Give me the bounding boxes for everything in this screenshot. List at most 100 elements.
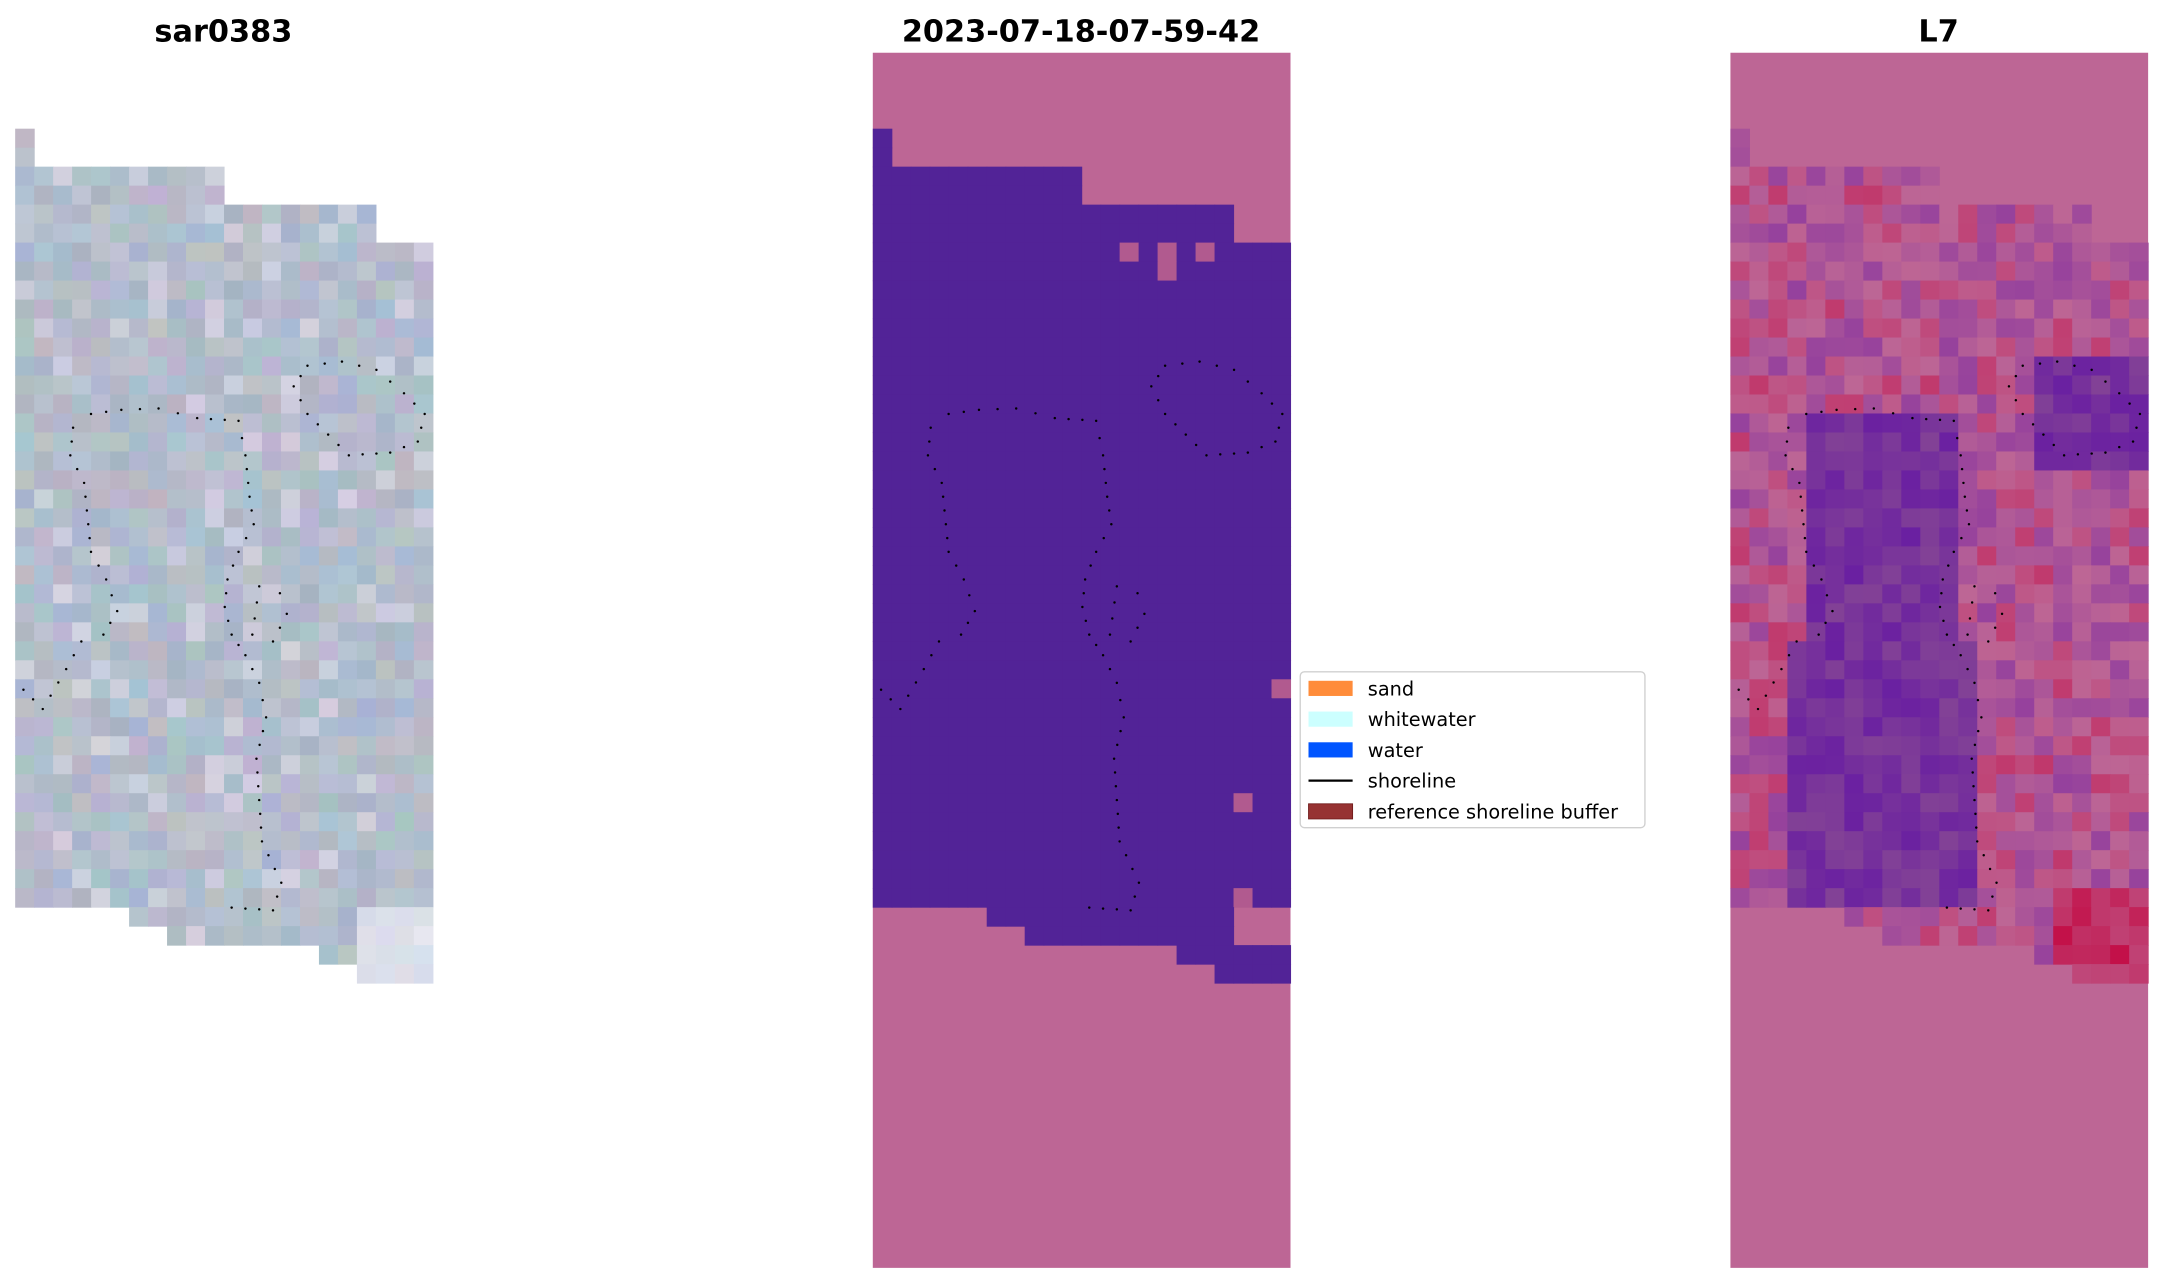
water-pixel xyxy=(1138,356,1159,377)
water-pixel xyxy=(1138,755,1159,775)
index-pixel xyxy=(1939,736,1959,756)
index-pixel xyxy=(1863,736,1883,756)
water-pixel xyxy=(891,736,912,756)
index-pixel xyxy=(2091,945,2111,965)
shoreline-point xyxy=(1911,416,1914,420)
index-pixel xyxy=(2053,698,2073,718)
water-pixel xyxy=(1138,489,1159,509)
shoreline-point xyxy=(1246,451,1250,454)
index-pixel xyxy=(1977,413,1997,434)
water-pixel xyxy=(1043,907,1064,927)
index-pixel xyxy=(1901,736,1921,756)
rgb-pixel xyxy=(413,907,434,927)
water-pixel xyxy=(1271,736,1292,756)
water-pixel xyxy=(1252,698,1273,718)
shoreline-point xyxy=(1970,601,1974,604)
rgb-pixel xyxy=(243,679,263,699)
index-pixel xyxy=(1901,432,1921,453)
index-pixel xyxy=(2034,527,2054,547)
rgb-pixel xyxy=(72,736,92,756)
water-pixel xyxy=(1119,470,1140,490)
water-pixel xyxy=(1043,546,1064,566)
shoreline-point xyxy=(1116,743,1119,747)
water-pixel xyxy=(872,413,893,434)
index-pixel xyxy=(1768,508,1788,528)
index-pixel xyxy=(1768,451,1788,471)
shoreline-point xyxy=(375,368,378,372)
water-pixel xyxy=(929,546,950,566)
shoreline-point xyxy=(1952,643,1956,647)
rgb-pixel xyxy=(261,755,282,775)
index-pixel xyxy=(1920,204,1940,225)
water-pixel xyxy=(1081,812,1102,832)
shoreline-point xyxy=(1965,509,1969,512)
water-pixel xyxy=(1271,812,1292,832)
water-pixel xyxy=(948,394,969,415)
index-pixel xyxy=(1768,888,1788,908)
rgb-pixel xyxy=(205,793,225,813)
rgb-pixel xyxy=(129,375,149,396)
legend-frame xyxy=(1299,671,1646,829)
index-pixel xyxy=(2129,280,2149,301)
water-pixel xyxy=(1176,622,1197,642)
index-pixel xyxy=(2110,299,2130,320)
water-pixel xyxy=(872,337,893,358)
water-pixel xyxy=(929,584,950,604)
index-pixel xyxy=(1920,641,1940,661)
water-pixel xyxy=(872,185,893,206)
shoreline-point xyxy=(922,667,926,671)
index-pixel xyxy=(2053,622,2073,642)
rgb-pixel xyxy=(167,451,187,471)
water-pixel xyxy=(1081,489,1102,509)
shoreline-point xyxy=(1872,407,1876,410)
index-pixel xyxy=(1901,166,1921,187)
index-pixel xyxy=(1825,850,1845,870)
shoreline-point xyxy=(1215,364,1219,367)
shoreline-point xyxy=(110,594,113,597)
rgb-pixel xyxy=(110,356,130,377)
rgb-pixel xyxy=(110,603,130,623)
shoreline-point xyxy=(2118,445,2121,449)
rgb-pixel xyxy=(34,869,54,889)
rgb-pixel xyxy=(280,869,301,889)
rgb-pixel xyxy=(356,356,377,377)
shoreline-point xyxy=(1136,592,1139,595)
index-pixel xyxy=(1939,812,1959,832)
index-pixel xyxy=(1844,508,1864,528)
rgb-pixel xyxy=(72,223,92,244)
rgb-pixel xyxy=(53,527,73,547)
water-pixel xyxy=(1271,717,1292,737)
water-pixel xyxy=(1271,413,1292,434)
water-pixel xyxy=(1005,337,1026,358)
water-pixel xyxy=(1119,793,1140,813)
index-pixel xyxy=(2053,565,2073,585)
rgb-pixel xyxy=(243,508,263,528)
rgb-pixel xyxy=(243,318,263,339)
water-pixel xyxy=(1157,299,1178,320)
rgb-pixel xyxy=(394,470,415,490)
water-pixel xyxy=(1119,660,1140,680)
water-pixel xyxy=(1271,489,1292,509)
shoreline-point xyxy=(87,523,90,526)
water-pixel xyxy=(891,869,912,889)
index-pixel xyxy=(1996,508,2016,528)
rgb-pixel xyxy=(205,489,225,509)
index-pixel xyxy=(1958,337,1978,358)
index-pixel xyxy=(1882,299,1902,320)
shoreline-point xyxy=(224,592,228,595)
water-pixel xyxy=(1005,717,1026,737)
index-pixel xyxy=(1844,242,1864,263)
index-pixel xyxy=(1920,660,1940,680)
shoreline-point xyxy=(1938,605,1942,609)
water-pixel xyxy=(891,242,912,263)
shoreline-point xyxy=(31,698,35,701)
index-pixel xyxy=(1920,489,1940,509)
index-pixel xyxy=(2110,850,2130,870)
index-pixel xyxy=(1882,622,1902,642)
rgb-pixel xyxy=(53,375,73,396)
index-pixel xyxy=(1749,793,1769,813)
water-pixel xyxy=(929,793,950,813)
water-pixel xyxy=(1043,489,1064,509)
index-pixel xyxy=(1996,451,2016,471)
shoreline-point xyxy=(2021,412,2024,416)
